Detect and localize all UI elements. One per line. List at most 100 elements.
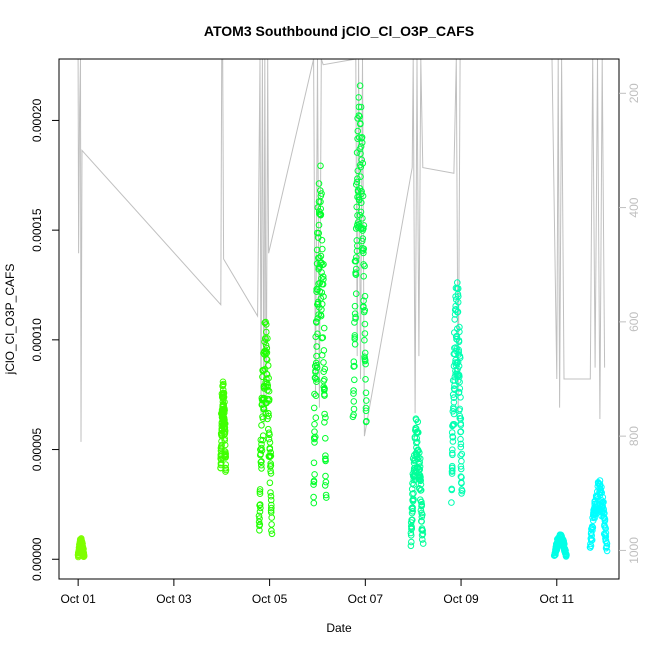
right-tick-label: 200: [627, 83, 641, 103]
data-point: [256, 488, 264, 495]
y-axis: 0.00000 0.00005 0.00010 0.00015 0.00020: [30, 98, 59, 581]
data-point: [267, 460, 275, 467]
data-point: [450, 421, 458, 428]
data-point: [354, 212, 361, 219]
data-point: [451, 316, 459, 323]
data-point: [312, 392, 320, 400]
data-point: [456, 378, 463, 386]
data-point: [360, 245, 368, 253]
data-point: [264, 335, 271, 342]
data-point: [419, 527, 427, 534]
data-point: [361, 336, 368, 344]
data-point: [218, 441, 225, 449]
data-point: [361, 307, 369, 314]
x-tick-label: Oct 01: [60, 592, 96, 606]
data-point: [255, 518, 263, 526]
data-point: [355, 103, 363, 111]
data-point: [221, 435, 228, 442]
data-point: [363, 397, 370, 404]
data-point: [265, 435, 273, 443]
data-point: [260, 405, 268, 413]
data-point: [220, 393, 228, 401]
data-point: [409, 516, 416, 524]
data-point: [589, 524, 597, 531]
data-point: [320, 359, 327, 366]
data-point: [311, 390, 318, 398]
data-point: [418, 513, 426, 521]
data-point: [218, 460, 225, 467]
data-point: [319, 273, 327, 280]
data-point: [313, 376, 320, 383]
data-point: [219, 413, 227, 421]
data-point: [322, 414, 329, 421]
data-point: [319, 281, 327, 288]
y-tick-label: 0.00015: [30, 208, 44, 252]
data-point: [217, 444, 225, 452]
data-point: [351, 362, 358, 370]
data-point: [321, 482, 329, 489]
data-point: [313, 319, 320, 326]
data-point: [311, 362, 319, 370]
data-point: [408, 504, 416, 512]
data-point: [359, 235, 367, 242]
data-point: [265, 397, 273, 405]
data-point: [416, 455, 424, 462]
data-point: [221, 441, 229, 449]
data-point: [407, 532, 415, 539]
series-7: [448, 279, 466, 506]
data-point: [415, 429, 422, 436]
data-point: [318, 289, 326, 296]
data-point: [456, 354, 464, 362]
data-point: [454, 285, 462, 292]
data-point: [320, 324, 328, 332]
data-point: [407, 542, 415, 550]
data-point: [258, 461, 265, 469]
data-point: [408, 509, 416, 517]
data-point: [318, 269, 325, 276]
data-point: [458, 487, 466, 495]
data-point: [448, 486, 456, 494]
data-point: [588, 536, 596, 544]
y-tick-label: 0.00010: [30, 318, 44, 362]
data-point: [450, 399, 458, 406]
data-point: [354, 219, 362, 226]
data-point: [361, 262, 368, 270]
data-point: [354, 242, 361, 250]
series-3: [255, 318, 276, 538]
data-point: [80, 553, 87, 560]
data-point: [361, 356, 369, 364]
data-point: [322, 456, 329, 463]
data-point: [222, 466, 230, 474]
data-point: [263, 355, 270, 363]
x-axis-label: Date: [326, 621, 352, 635]
data-point: [352, 271, 360, 279]
data-point: [350, 398, 358, 405]
x-axis: Oct 01 Oct 03 Oct 05 Oct 07 Oct 09 Oct 11: [60, 579, 574, 606]
data-point: [351, 310, 359, 318]
right-tick-label: 600: [627, 312, 641, 332]
data-point: [408, 525, 416, 532]
data-point: [458, 479, 465, 486]
data-point: [596, 477, 604, 484]
data-point: [600, 498, 607, 506]
data-point: [357, 173, 364, 180]
data-point: [413, 439, 420, 447]
data-point: [220, 419, 228, 427]
data-point: [454, 308, 462, 316]
data-point: [262, 341, 270, 349]
data-point: [221, 406, 228, 414]
data-point: [312, 433, 319, 441]
data-point: [318, 300, 326, 308]
data-point: [256, 501, 264, 508]
data-point: [263, 344, 271, 352]
data-point: [416, 449, 423, 456]
data-point: [265, 410, 272, 417]
data-point: [356, 113, 364, 120]
data-point: [319, 245, 326, 253]
data-point: [221, 431, 228, 438]
data-point: [458, 457, 465, 465]
data-point: [320, 293, 327, 300]
series-6: [407, 415, 427, 550]
data-point: [351, 334, 359, 341]
data-point: [256, 490, 264, 498]
